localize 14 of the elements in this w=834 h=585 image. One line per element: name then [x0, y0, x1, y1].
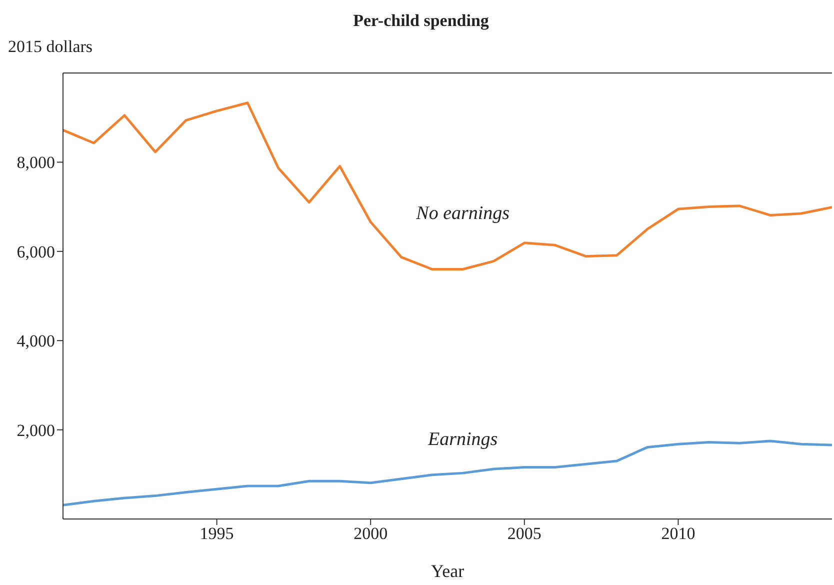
x-axis-title: Year [430, 561, 464, 581]
series-label: Earnings [427, 429, 498, 450]
series-label: No earnings [415, 203, 510, 224]
x-tick-label: 1995 [200, 524, 234, 544]
line-series [63, 102, 832, 270]
y-tick-label: 2,000 [16, 420, 55, 440]
y-axis-title: 2015 dollars [8, 36, 94, 58]
y-tick-label: 4,000 [16, 332, 55, 351]
x-tick-label: 2005 [507, 524, 542, 544]
chart-title: Per-child spending [352, 10, 490, 32]
y-tick-label: 6,000 [16, 242, 55, 262]
x-tick-label: 2010 [661, 524, 696, 544]
x-tick-label: 2000 [354, 524, 388, 544]
y-tick-label: 8,000 [16, 153, 55, 172]
